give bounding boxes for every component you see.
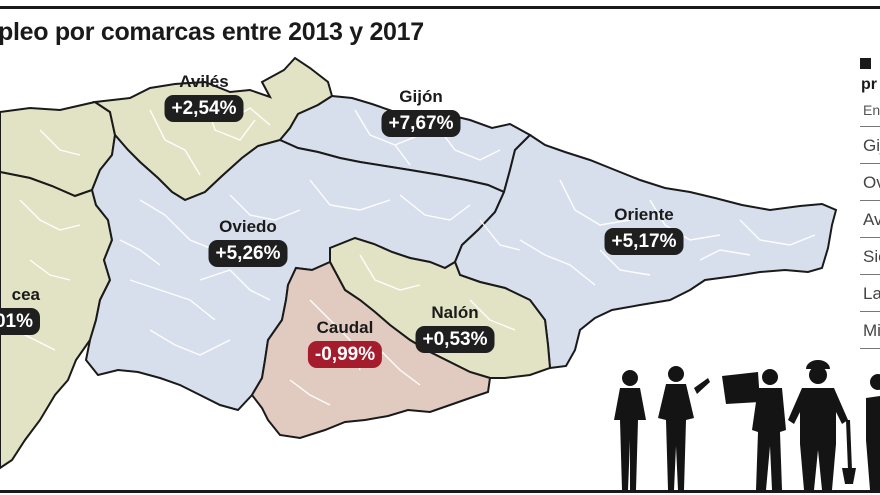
region-value-nalon: +0,53% xyxy=(415,326,495,353)
legend-row: Av xyxy=(860,200,880,238)
region-value-caudal: -0,99% xyxy=(307,341,383,368)
legend-row: Mi xyxy=(860,311,880,349)
legend-row-label: Av xyxy=(863,210,880,229)
legend-row: Ov xyxy=(860,163,880,201)
legend-row: Gij xyxy=(860,126,880,164)
legend-subheading: En xyxy=(863,102,880,118)
legend-row-label: La xyxy=(863,284,880,303)
top-rule xyxy=(0,6,880,9)
municipal-boundaries xyxy=(14,99,816,406)
region-value-gijon: +7,67% xyxy=(381,110,461,137)
workers-silhouette xyxy=(614,360,880,490)
region-name-nalon: Nalón xyxy=(431,303,479,322)
region-value-aviles: +2,54% xyxy=(164,95,244,122)
label-gijon: Gijón +7,67% xyxy=(381,87,461,137)
legend-row-label: Mi xyxy=(863,321,880,340)
label-narcea: cea 01% xyxy=(0,285,41,335)
label-aviles: Avilés +2,54% xyxy=(164,72,244,122)
label-caudal: Caudal -0,99% xyxy=(307,318,383,368)
map-title: pleo por comarcas entre 2013 y 2017 xyxy=(0,18,424,46)
legend-row: Sie xyxy=(860,237,880,275)
region-name-caudal: Caudal xyxy=(316,318,374,337)
region-value-oviedo: +5,26% xyxy=(208,240,288,267)
bottom-rule xyxy=(0,490,880,493)
legend-row: La xyxy=(860,274,880,312)
legend-bottom-line xyxy=(860,348,880,349)
region-name-oriente: Oriente xyxy=(614,205,674,224)
region-name-oviedo: Oviedo xyxy=(219,217,277,236)
legend-square-icon xyxy=(860,58,871,69)
label-oviedo: Oviedo +5,26% xyxy=(208,217,288,267)
region-name-aviles: Avilés xyxy=(179,72,229,91)
label-oriente: Oriente +5,17% xyxy=(604,205,684,255)
legend-table: pr En Gij Ov Av Sie La Mi xyxy=(850,52,880,352)
region-name-gijon: Gijón xyxy=(399,87,443,106)
region-value-oriente: +5,17% xyxy=(604,228,684,255)
legend-row-label: Gij xyxy=(863,136,880,155)
label-nalon: Nalón +0,53% xyxy=(415,303,495,353)
legend-heading: pr xyxy=(861,76,877,93)
region-value-narcea: 01% xyxy=(0,308,41,335)
legend-row-label: Sie xyxy=(863,247,880,266)
region-name-narcea: cea xyxy=(11,285,41,304)
legend-row-label: Ov xyxy=(863,173,880,192)
